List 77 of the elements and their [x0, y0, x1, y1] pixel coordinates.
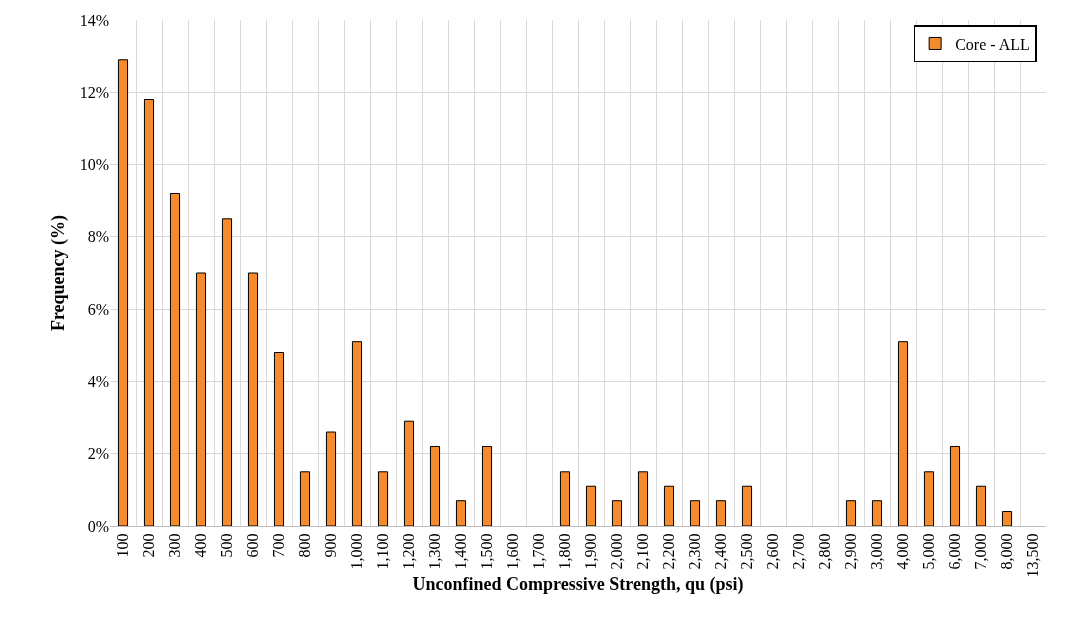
x-tick-label: 500 — [218, 533, 236, 558]
bar — [663, 485, 675, 526]
x-tick-label: 4,000 — [894, 533, 912, 570]
x-tick-label: 1,900 — [582, 533, 600, 570]
x-tick-label: 5,000 — [920, 533, 938, 570]
x-tick-label: 2,200 — [660, 533, 678, 570]
bar — [403, 420, 415, 526]
x-tick-label: 1,600 — [504, 533, 522, 570]
y-tick-label: 8% — [87, 228, 109, 246]
bar — [325, 431, 337, 526]
x-tick-label: 2,600 — [764, 533, 782, 570]
x-tick-label: 13,500 — [1024, 533, 1042, 578]
y-tick-label: 10% — [79, 156, 109, 174]
x-tick-label: 7,000 — [972, 533, 990, 570]
bar — [143, 99, 155, 526]
x-tick-label: 2,100 — [634, 533, 652, 570]
x-tick-label: 800 — [296, 533, 314, 558]
x-tick-label: 2,900 — [842, 533, 860, 570]
bar — [1001, 511, 1013, 526]
bar — [975, 485, 987, 526]
x-tick-label: 1,400 — [452, 533, 470, 570]
bar — [455, 500, 467, 526]
x-axis-title: Unconfined Compressive Strength, qu (psi) — [412, 574, 744, 595]
bar — [429, 445, 441, 526]
x-tick-label: 400 — [192, 533, 210, 558]
x-tick-label: 1,800 — [556, 533, 574, 570]
bar — [871, 500, 883, 526]
bar — [715, 500, 727, 526]
bar — [351, 341, 363, 526]
bar — [299, 471, 311, 526]
bar — [897, 341, 909, 526]
x-tick-label: 2,700 — [790, 533, 808, 570]
x-tick-label: 100 — [114, 533, 132, 558]
x-tick-label: 6,000 — [946, 533, 964, 570]
y-tick-label: 2% — [87, 445, 109, 463]
x-tick-label: 300 — [166, 533, 184, 558]
bar — [611, 500, 623, 526]
x-tick-label: 2,500 — [738, 533, 756, 570]
bar — [845, 500, 857, 526]
y-tick-label: 0% — [87, 517, 109, 535]
x-tick-label: 1,000 — [348, 533, 366, 570]
x-tick-label: 1,700 — [530, 533, 548, 570]
x-tick-label: 700 — [270, 533, 288, 558]
bar — [923, 471, 935, 526]
bar — [585, 485, 597, 526]
bar — [377, 471, 389, 526]
x-tick-label: 2,300 — [686, 533, 704, 570]
y-axis-title: Frequency (%) — [48, 214, 69, 332]
x-tick-label: 2,400 — [712, 533, 730, 570]
bar — [949, 445, 961, 526]
bar — [221, 218, 233, 526]
x-tick-label: 1,100 — [374, 533, 392, 570]
legend-label: Core - ALL — [955, 35, 1030, 53]
x-tick-label: 200 — [140, 533, 158, 558]
bar — [169, 192, 181, 526]
bar — [273, 352, 285, 526]
bar — [195, 272, 207, 526]
x-tick-label: 600 — [244, 533, 262, 558]
x-tick-label: 2,800 — [816, 533, 834, 570]
y-tick-label: 14% — [79, 11, 109, 29]
x-tick-label: 1,200 — [400, 533, 418, 570]
x-tick-label: 3,000 — [868, 533, 886, 570]
bar — [689, 500, 701, 526]
bar — [117, 59, 129, 526]
y-tick-label: 6% — [87, 300, 109, 318]
bar — [559, 471, 571, 526]
x-tick-label: 900 — [322, 533, 340, 558]
y-tick-label: 12% — [79, 83, 109, 101]
x-tick-label: 8,000 — [998, 533, 1016, 570]
bar — [637, 471, 649, 526]
bar — [741, 485, 753, 526]
bar — [481, 445, 493, 526]
bar — [247, 272, 259, 526]
x-tick-label: 1,300 — [426, 533, 444, 570]
y-tick-label: 4% — [87, 373, 109, 391]
x-tick-label: 2,000 — [608, 533, 626, 570]
x-tick-label: 1,500 — [478, 533, 496, 570]
